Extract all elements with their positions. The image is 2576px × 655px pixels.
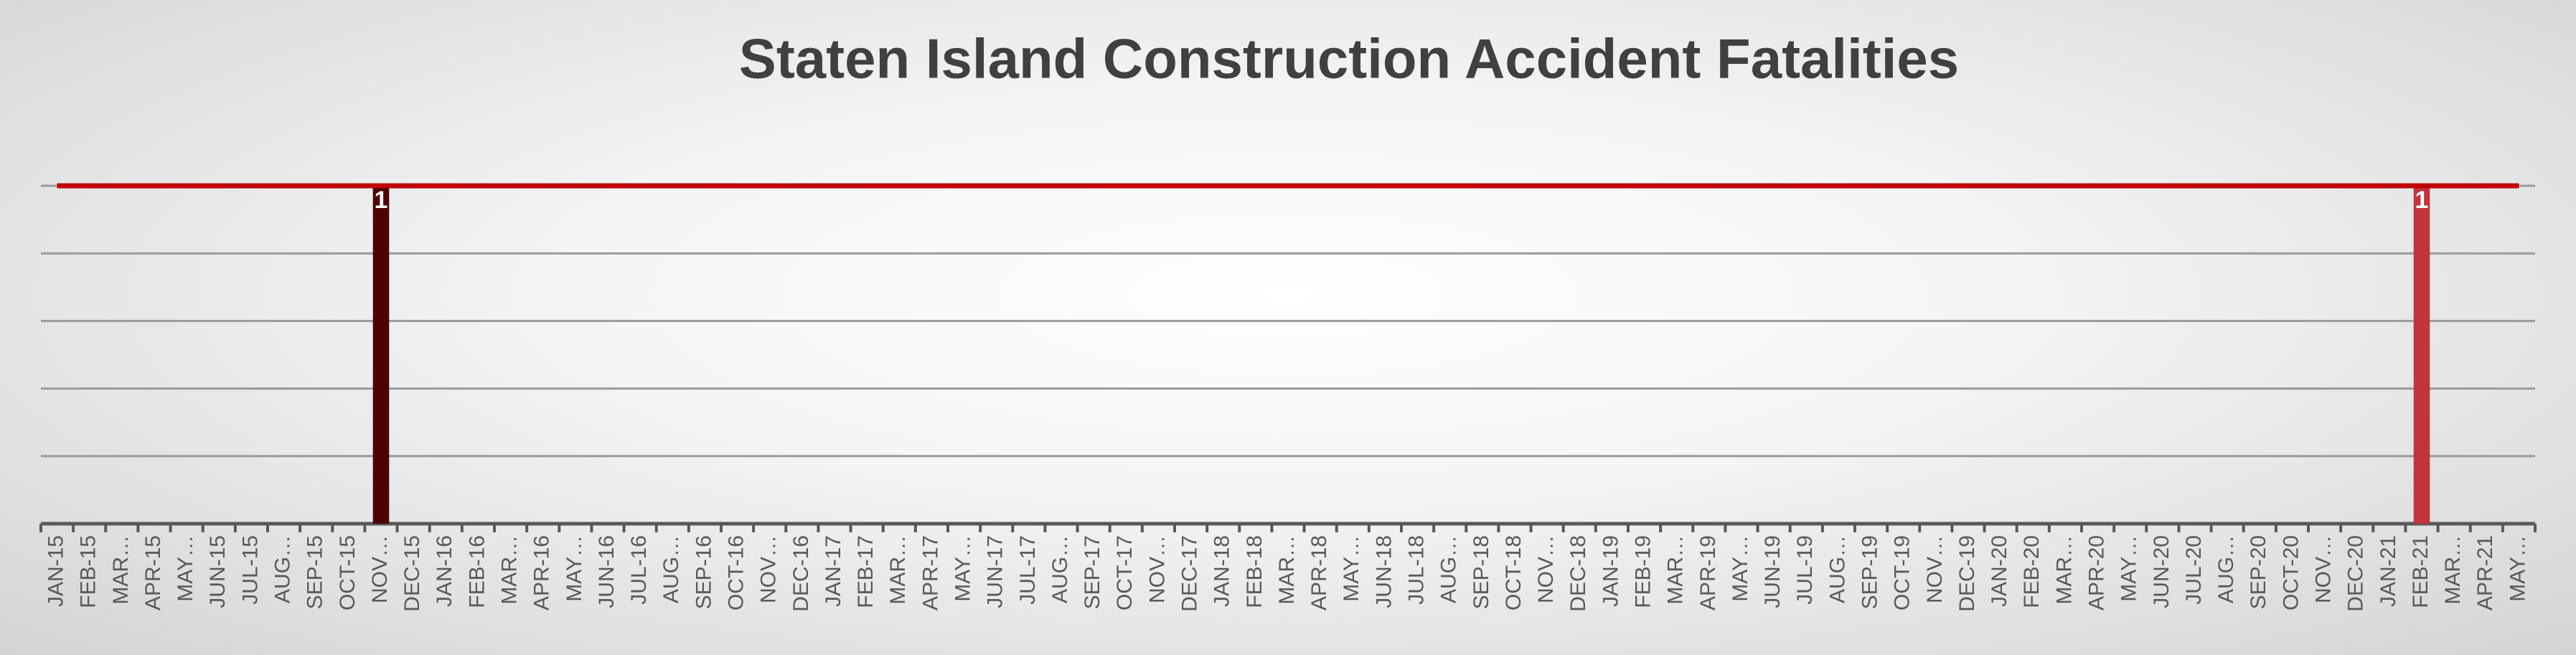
x-tick-label: NOV… <box>1923 535 1947 603</box>
x-tick-label: MAY… <box>951 535 974 602</box>
x-tick-label: MAY… <box>2117 535 2141 602</box>
x-tick-label: APR-18 <box>1307 535 1331 611</box>
x-tick-label: JAN-16 <box>433 535 456 607</box>
x-tick-label: DEC-18 <box>1566 535 1590 612</box>
x-tick-label: AUG… <box>1048 535 1072 603</box>
x-tick-label: FEB-16 <box>465 535 489 608</box>
x-tick-label: MAR… <box>1275 535 1299 605</box>
x-tick-label: MAR… <box>886 535 910 605</box>
x-tick-label: OCT-19 <box>1891 535 1914 611</box>
x-tick-label: JAN-21 <box>2377 535 2400 607</box>
x-tick-label: JUL-16 <box>627 535 651 605</box>
x-tick-label: MAY… <box>1729 535 1752 602</box>
x-tick-label: OCT-17 <box>1113 535 1137 611</box>
x-tick-label: SEP-16 <box>692 535 715 609</box>
x-tick-label: APR-20 <box>2084 535 2108 611</box>
x-tick-label: SEP-19 <box>1858 535 1881 609</box>
x-tick-label: MAR… <box>1664 535 1688 605</box>
x-tick-label: JAN-18 <box>1211 535 1234 607</box>
x-tick-label: MAY… <box>563 535 586 602</box>
x-tick-label: AUG… <box>1825 535 1849 603</box>
x-tick-label: MAY… <box>2506 535 2529 602</box>
x-tick-label: OCT-15 <box>336 535 359 611</box>
x-tick-label: JUL-17 <box>1016 535 1040 605</box>
x-tick-label: FEB-21 <box>2409 535 2432 608</box>
x-tick-label: JUL-15 <box>238 535 262 605</box>
x-tick-label: APR-21 <box>2473 535 2497 611</box>
x-tick-label: FEB-19 <box>1631 535 1655 608</box>
x-tick-label: OCT-16 <box>724 535 748 611</box>
x-tick-label: MAR… <box>497 535 521 605</box>
x-tick-label: NOV… <box>368 535 392 603</box>
x-tick-label: NOV… <box>757 535 781 603</box>
x-tick-label: JUN-20 <box>2150 535 2173 608</box>
x-tick-label: JUL-19 <box>1793 535 1817 605</box>
x-tick-label: SEP-18 <box>1470 535 1493 609</box>
x-tick-label: JAN-17 <box>822 535 845 607</box>
x-tick-label: MAY… <box>1340 535 1363 602</box>
x-tick-label: JUL-18 <box>1404 535 1428 605</box>
x-tick-label: JUN-19 <box>1761 535 1785 608</box>
x-tick-label: MAY… <box>174 535 197 602</box>
x-tick-label: APR-17 <box>918 535 942 611</box>
x-tick-label: DEC-19 <box>1955 535 1979 612</box>
x-tick-label: NOV… <box>2311 535 2335 603</box>
bar <box>2413 186 2430 524</box>
bar <box>372 186 390 524</box>
x-tick-label: JUN-16 <box>595 535 619 608</box>
x-tick-label: APR-16 <box>530 535 554 611</box>
x-tick-label: AUG… <box>659 535 683 603</box>
x-tick-label: MAR… <box>109 535 133 605</box>
x-tick-label: FEB-18 <box>1243 535 1266 608</box>
x-tick-label: SEP-17 <box>1081 535 1104 609</box>
x-tick-label: AUG… <box>1437 535 1461 603</box>
x-tick-label: AUG… <box>2214 535 2238 603</box>
x-tick-label: FEB-20 <box>2020 535 2044 608</box>
x-tick-label: OCT-18 <box>1502 535 1526 611</box>
x-tick-label: MAR… <box>2052 535 2076 605</box>
x-tick-label: NOV… <box>1145 535 1169 603</box>
x-tick-label: JAN-19 <box>1599 535 1622 607</box>
x-tick-label: NOV… <box>1534 535 1558 603</box>
x-tick-label: JUN-18 <box>1372 535 1396 608</box>
x-tick-label: APR-19 <box>1696 535 1720 611</box>
x-tick-label: JUN-15 <box>206 535 230 608</box>
x-tick-label: JAN-15 <box>44 535 67 607</box>
x-tick-label: FEB-15 <box>77 535 100 608</box>
data-label: 1 <box>2415 187 2429 214</box>
x-tick-label: DEC-15 <box>400 535 424 612</box>
x-tick-label: APR-15 <box>141 535 165 611</box>
x-tick-label: JAN-20 <box>1988 535 2011 607</box>
x-tick-label: OCT-20 <box>2279 535 2303 611</box>
x-tick-label: MAR… <box>2441 535 2465 605</box>
chart-title: Staten Island Construction Accident Fata… <box>739 27 1959 90</box>
x-tick-label: SEP-20 <box>2247 535 2270 609</box>
x-tick-label: FEB-17 <box>854 535 878 608</box>
data-label: 1 <box>375 187 388 214</box>
x-tick-label: JUN-17 <box>984 535 1007 608</box>
x-tick-label: AUG… <box>271 535 294 603</box>
x-tick-label: DEC-17 <box>1177 535 1201 612</box>
x-tick-label: DEC-20 <box>2344 535 2368 612</box>
x-tick-label: DEC-16 <box>789 535 813 612</box>
x-tick-label: JUL-20 <box>2182 535 2206 605</box>
x-tick-label: SEP-15 <box>304 535 327 609</box>
